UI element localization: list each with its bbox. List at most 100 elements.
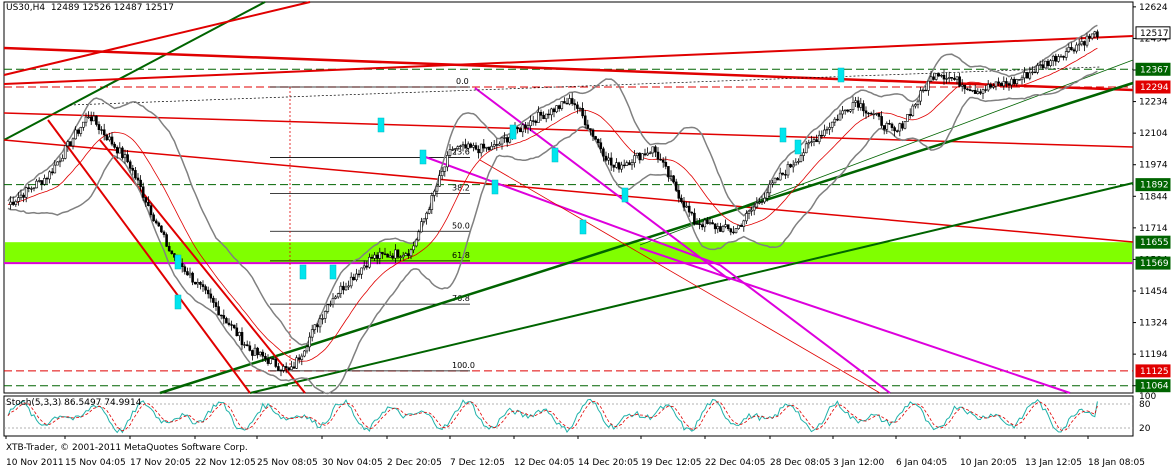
candle-body bbox=[1057, 56, 1060, 62]
candle-body bbox=[1023, 72, 1026, 79]
candle-body bbox=[555, 105, 558, 113]
candle-body bbox=[110, 136, 114, 145]
stoch-axis-label-2: 20 bbox=[1139, 424, 1151, 434]
candle-body bbox=[305, 346, 309, 352]
candle-body bbox=[833, 118, 837, 123]
price-tag-label-1: 12367 bbox=[1140, 65, 1169, 75]
candle-body bbox=[212, 297, 215, 303]
candle-body bbox=[355, 273, 358, 281]
candle-body bbox=[763, 197, 766, 203]
candle-body bbox=[698, 223, 701, 225]
candle-body bbox=[227, 322, 231, 325]
candle-body bbox=[196, 281, 200, 285]
candle-body bbox=[45, 177, 49, 180]
support-trendline-2 bbox=[249, 182, 1134, 394]
candle-body bbox=[323, 311, 327, 319]
fib-label-0: 0.0 bbox=[456, 77, 469, 86]
candle-body bbox=[856, 100, 860, 108]
candle-body bbox=[802, 152, 805, 156]
candle-body bbox=[147, 201, 150, 206]
candle-body bbox=[154, 220, 158, 224]
candle-body bbox=[745, 213, 748, 222]
candle-body bbox=[300, 355, 304, 360]
candle-body bbox=[357, 273, 361, 276]
candle-body bbox=[620, 164, 623, 170]
x-tick-label-5: 30 Nov 04:05 bbox=[322, 458, 383, 468]
candle-body bbox=[615, 162, 618, 168]
candle-body bbox=[971, 89, 974, 92]
candle-body bbox=[776, 177, 779, 181]
resistance-line-4 bbox=[3, 35, 1134, 85]
candle-body bbox=[386, 253, 389, 258]
candle-body bbox=[1020, 77, 1024, 81]
candle-body bbox=[807, 142, 811, 145]
candle-body bbox=[456, 146, 460, 150]
candle-body bbox=[739, 225, 743, 227]
candle-body bbox=[849, 109, 852, 112]
candle-body bbox=[880, 116, 883, 126]
candle-body bbox=[313, 324, 317, 330]
main-plot-frame bbox=[3, 1, 1134, 394]
candle-body bbox=[1067, 47, 1071, 52]
candle-body bbox=[9, 201, 12, 205]
fib-label-6: 100.0 bbox=[452, 361, 475, 370]
candle-body bbox=[1005, 81, 1008, 84]
candle-body bbox=[778, 172, 782, 181]
candle-body bbox=[563, 101, 566, 104]
candle-body bbox=[394, 249, 397, 259]
candle-body bbox=[594, 136, 597, 140]
candle-body bbox=[157, 222, 161, 227]
highlight-marker-5 bbox=[419, 149, 427, 165]
candle-body bbox=[477, 148, 480, 154]
candle-body bbox=[342, 285, 345, 291]
candle-body bbox=[378, 251, 382, 259]
channel-magenta-3 bbox=[639, 247, 1071, 394]
x-tick-label-12: 28 Dec 08:05 bbox=[770, 458, 831, 468]
candle-body bbox=[823, 129, 826, 137]
candle-body bbox=[706, 219, 709, 224]
candle-body bbox=[396, 249, 400, 258]
candle-body bbox=[126, 154, 129, 163]
x-tick-label-15: 10 Jan 20:05 bbox=[960, 458, 1017, 468]
candle-body bbox=[560, 101, 564, 109]
candle-body bbox=[862, 103, 865, 112]
candle-body bbox=[521, 124, 525, 133]
candle-body bbox=[334, 296, 337, 299]
candle-body bbox=[547, 113, 551, 116]
candle-body bbox=[97, 124, 101, 130]
price-tag-7 bbox=[1135, 379, 1171, 393]
fib-label-2: 38.2 bbox=[452, 183, 470, 192]
candle-body bbox=[1002, 81, 1006, 87]
candle-body bbox=[14, 201, 18, 205]
candle-body bbox=[131, 168, 135, 171]
candle-body bbox=[693, 212, 696, 225]
candle-body bbox=[1049, 60, 1052, 67]
candle-body bbox=[17, 197, 20, 202]
candle-body bbox=[123, 154, 127, 159]
fib-label-5: 76.8 bbox=[452, 294, 470, 303]
candle-body bbox=[370, 256, 374, 259]
candle-body bbox=[927, 80, 930, 91]
candle-body bbox=[277, 366, 280, 371]
candle-body bbox=[414, 239, 418, 247]
y-tick-label-5: 11974 bbox=[1139, 161, 1168, 171]
highlight-marker-6 bbox=[491, 179, 499, 195]
candle-body bbox=[118, 147, 122, 154]
candle-body bbox=[352, 276, 356, 281]
stoch-label: Stoch(5,3,3) 86.5497 74.9914 bbox=[6, 398, 142, 408]
candle-body bbox=[986, 84, 990, 91]
candle-body bbox=[183, 266, 187, 272]
candle-body bbox=[999, 83, 1003, 87]
candle-body bbox=[573, 103, 577, 106]
candle-body bbox=[529, 120, 532, 127]
candle-body bbox=[464, 144, 467, 149]
candle-body bbox=[401, 254, 405, 258]
candle-body bbox=[438, 175, 441, 187]
candle-body bbox=[557, 105, 561, 109]
candle-body bbox=[604, 155, 608, 161]
candle-body bbox=[339, 285, 343, 294]
candle-body bbox=[945, 78, 948, 80]
candle-body bbox=[854, 100, 857, 103]
candle-body bbox=[687, 205, 691, 213]
